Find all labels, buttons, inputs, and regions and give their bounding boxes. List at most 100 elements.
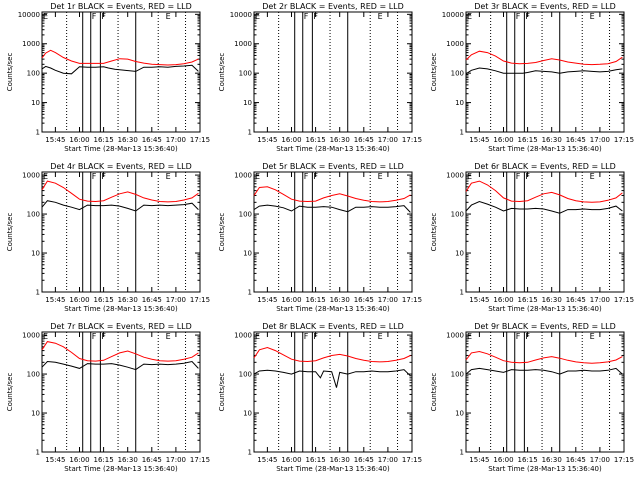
event-marker-label: F [313, 172, 318, 181]
y-tick-label: 100 [451, 371, 464, 379]
y-tick-label: 1000 [234, 172, 252, 180]
series-line-lld [41, 49, 199, 66]
chart-title: Det 4r BLACK = Events, RED = LLD [50, 162, 192, 171]
x-tick-label: 16:15 [517, 296, 537, 304]
y-tick-label: 1 [36, 129, 40, 137]
y-axis-label: Counts/sec [6, 53, 14, 92]
x-tick-label: 15:45 [469, 456, 489, 464]
series-line-events [253, 204, 411, 213]
series-line-events [41, 360, 199, 371]
y-tick-label: 10 [31, 99, 40, 107]
plot-frame [253, 171, 413, 293]
y-tick-label: 100 [451, 70, 464, 78]
event-marker-label: E [378, 12, 383, 21]
y-axis-label: Counts/sec [6, 213, 14, 252]
event-marker-label: E [166, 172, 171, 181]
panel-det-1: 1 10 100 1000 10000 15:45 16:00 16:15 16:30 16:45… [6, 2, 210, 153]
x-tick-label: 16:00 [281, 296, 301, 304]
y-axis-label: Counts/sec [6, 373, 14, 412]
x-axis-label: Start Time (28-Mar-13 15:36:40) [276, 305, 390, 313]
x-tick-label: 17:00 [166, 456, 186, 464]
y-tick-label: 10 [243, 250, 252, 258]
x-tick-label: 16:00 [493, 456, 513, 464]
event-marker-label: F [92, 172, 97, 181]
y-tick-label: 1 [248, 449, 252, 457]
chart-title: Det 9r BLACK = Events, RED = LLD [474, 322, 616, 331]
x-tick-label: 16:15 [93, 296, 113, 304]
y-tick-label: 10000 [230, 11, 252, 19]
y-tick-label: 100 [451, 211, 464, 219]
event-marker-label: F [101, 332, 106, 341]
y-tick-label: 10 [455, 250, 464, 258]
x-tick-label: 17:15 [614, 456, 634, 464]
panel-det-3: 1 10 100 1000 10000 15:45 16:00 16:15 16:30 16:45… [430, 2, 634, 153]
y-tick-label: 1000 [22, 172, 40, 180]
series-line-lld [465, 350, 623, 364]
x-tick-label: 15:45 [257, 136, 277, 144]
series-line-lld [253, 186, 411, 203]
event-marker-label: E [255, 12, 260, 21]
x-tick-label: 16:30 [542, 296, 562, 304]
chart-title: Det 7r BLACK = Events, RED = LLD [50, 322, 192, 331]
event-marker-label: F [304, 172, 309, 181]
event-marker-label: E [378, 332, 383, 341]
chart-title: Det 5r BLACK = Events, RED = LLD [262, 162, 404, 171]
event-marker-label: E [43, 12, 48, 21]
x-tick-label: 16:15 [305, 296, 325, 304]
x-tick-label: 16:45 [354, 456, 374, 464]
event-marker-label: F [516, 332, 521, 341]
x-tick-label: 17:15 [402, 456, 422, 464]
x-axis-label: Start Time (28-Mar-13 15:36:40) [488, 145, 602, 153]
x-tick-label: 17:00 [378, 136, 398, 144]
panel-det-2: 1 10 100 1000 10000 15:45 16:00 16:15 16:30 16:45… [218, 2, 422, 153]
x-tick-label: 15:45 [257, 296, 277, 304]
x-tick-label: 17:15 [190, 456, 210, 464]
series-line-events [465, 200, 623, 214]
y-tick-label: 1 [36, 449, 40, 457]
x-tick-label: 16:00 [69, 456, 89, 464]
event-marker-label: F [516, 172, 521, 181]
y-tick-label: 1 [460, 289, 464, 297]
event-marker-label: F [313, 12, 318, 21]
x-axis-label: Start Time (28-Mar-13 15:36:40) [64, 145, 178, 153]
chart-title: Det 1r BLACK = Events, RED = LLD [50, 2, 192, 11]
y-tick-label: 1000 [446, 172, 464, 180]
y-tick-label: 1000 [22, 332, 40, 340]
event-marker-label: E [43, 332, 48, 341]
panel-det-9: 1 10 100 1000 15:45 16:00 16:15 16:30 16:45 17:00… [430, 322, 634, 473]
panel-det-4: 1 10 100 1000 15:45 16:00 16:15 16:30 16:45 17:00… [6, 162, 210, 313]
x-axis-label: Start Time (28-Mar-13 15:36:40) [488, 465, 602, 473]
x-tick-label: 15:45 [257, 456, 277, 464]
x-tick-label: 16:15 [305, 136, 325, 144]
y-tick-label: 100 [239, 371, 252, 379]
event-marker-label: F [516, 12, 521, 21]
event-marker-label: E [378, 172, 383, 181]
plot-frame [41, 11, 201, 133]
x-tick-label: 17:15 [402, 136, 422, 144]
y-tick-label: 10 [31, 250, 40, 258]
y-axis-label: Counts/sec [430, 53, 438, 92]
x-tick-label: 16:00 [281, 456, 301, 464]
x-axis-label: Start Time (28-Mar-13 15:36:40) [276, 145, 390, 153]
x-tick-label: 17:15 [614, 296, 634, 304]
x-tick-label: 16:15 [93, 456, 113, 464]
series-line-events [465, 67, 623, 75]
x-tick-label: 16:00 [493, 136, 513, 144]
x-tick-label: 16:30 [118, 296, 138, 304]
x-tick-label: 17:00 [590, 296, 610, 304]
y-tick-label: 100 [27, 371, 40, 379]
x-tick-label: 16:45 [566, 456, 586, 464]
x-tick-label: 17:15 [614, 136, 634, 144]
y-axis-label: Counts/sec [430, 373, 438, 412]
event-marker-label: F [101, 12, 106, 21]
x-tick-label: 15:45 [469, 136, 489, 144]
x-tick-label: 16:45 [566, 296, 586, 304]
series-line-lld [41, 341, 199, 362]
x-tick-label: 16:00 [69, 136, 89, 144]
panel-det-6: 1 10 100 1000 15:45 16:00 16:15 16:30 16:45 17:00… [430, 162, 634, 313]
x-tick-label: 16:00 [69, 296, 89, 304]
x-tick-label: 17:00 [378, 456, 398, 464]
x-tick-label: 16:00 [281, 136, 301, 144]
series-line-lld [41, 180, 199, 203]
